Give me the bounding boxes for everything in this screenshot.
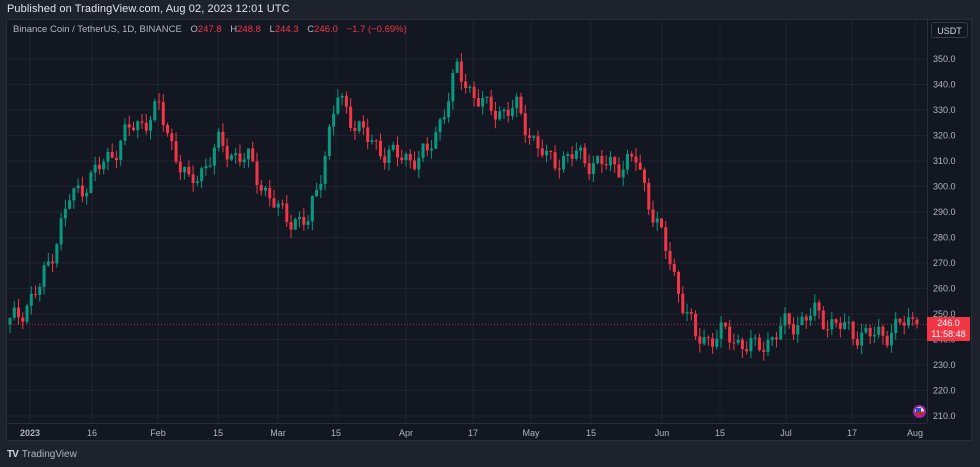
time-tick-label: Jul [780, 428, 792, 438]
price-tick-label: 270.0 [933, 258, 956, 268]
price-tick-label: 320.0 [933, 131, 956, 141]
time-tick-label: Jun [655, 428, 670, 438]
chart-frame[interactable] [6, 19, 972, 441]
price-tick-label: 310.0 [933, 156, 956, 166]
footer-branding: TV TradingView [7, 449, 77, 460]
time-tick-label: 2023 [20, 428, 40, 438]
time-tick-label: 15 [331, 428, 341, 438]
high-value: 248.8 [237, 24, 261, 35]
brand-name: TradingView [21, 449, 77, 460]
time-tick-label: 15 [213, 428, 223, 438]
price-tick-label: 210.0 [933, 411, 956, 421]
time-tick-label: Aug [907, 428, 923, 438]
price-axis-divider [927, 20, 928, 423]
time-tick-label: 17 [847, 428, 857, 438]
bar-countdown: 11:58:48 [931, 329, 966, 339]
close-label: C [307, 24, 315, 35]
price-tick-label: 230.0 [933, 360, 956, 370]
change-value: −1.7 (−0.69%) [346, 24, 407, 35]
time-axis-divider [7, 423, 927, 424]
price-tick-label: 330.0 [933, 105, 956, 115]
time-tick-label: 16 [87, 428, 97, 438]
open-label: O [190, 24, 198, 35]
close-value: 246.0 [314, 24, 338, 35]
last-price-value: 246.0 [937, 318, 960, 328]
high-label: H [230, 24, 238, 35]
time-tick-label: 15 [586, 428, 596, 438]
time-tick-label: Apr [399, 428, 413, 438]
time-tick-label: 15 [715, 428, 725, 438]
time-tick-label: 17 [468, 428, 478, 438]
published-caption: Published on TradingView.com, Aug 02, 20… [7, 3, 290, 15]
low-value: 244.3 [274, 24, 299, 35]
low-label: L [269, 24, 275, 35]
symbol-legend: Binance Coin / TetherUS, 1D, BINANCE O24… [13, 24, 407, 35]
tradingview-logo-icon: TV [7, 449, 19, 460]
price-tick-label: 250.0 [933, 309, 956, 319]
price-tick-label: 280.0 [933, 233, 956, 243]
price-tick-label: 340.0 [933, 80, 956, 90]
time-tick-label: Feb [150, 428, 166, 438]
price-tick-label: 300.0 [933, 182, 956, 192]
price-tick-label: 290.0 [933, 207, 956, 217]
price-tick-label: 350.0 [933, 54, 956, 64]
symbol-name: Binance Coin / TetherUS, 1D, BINANCE [13, 24, 182, 35]
time-tick-label: May [522, 428, 540, 438]
currency-button[interactable]: USDT [931, 22, 968, 38]
price-tick-label: 220.0 [933, 386, 956, 396]
us-flag-event-icon[interactable] [913, 405, 926, 418]
time-tick-label: Mar [270, 428, 286, 438]
open-value: 247.8 [197, 24, 222, 35]
last-price-tag: 246.0 11:58:48 [927, 317, 970, 341]
price-tick-label: 260.0 [933, 284, 956, 294]
